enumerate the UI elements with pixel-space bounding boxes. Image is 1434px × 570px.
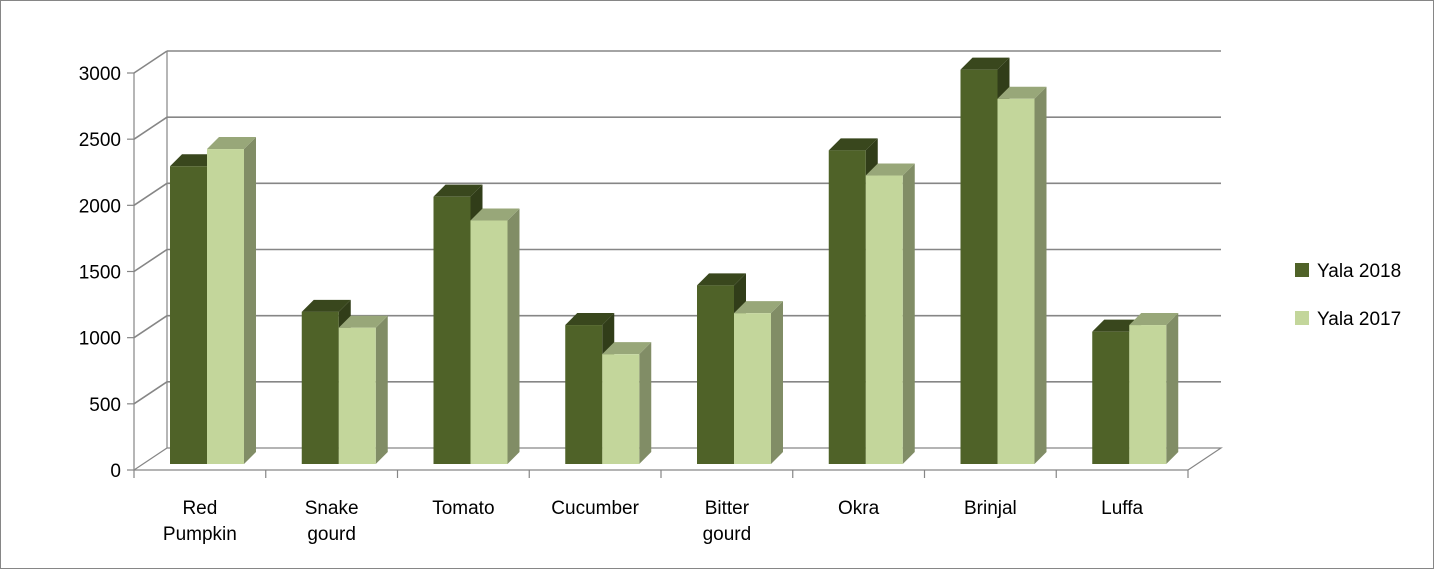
x-tick-label: Brinjal: [964, 498, 1017, 519]
bar-top: [301, 299, 351, 312]
y-tick-label: 1500: [79, 263, 121, 284]
bar-yala-2018: [565, 313, 615, 464]
bar-top: [1092, 319, 1142, 332]
y-tick-label: 3000: [79, 64, 121, 85]
bar-yala-2017: [997, 86, 1047, 464]
bar-yala-2017: [1129, 313, 1179, 464]
gridline-side: [133, 116, 168, 140]
bar-front: [865, 175, 903, 464]
bar-front: [470, 220, 508, 464]
legend-swatch: [1295, 311, 1309, 325]
bar-side: [1166, 313, 1179, 464]
x-tick-label: Luffa: [1101, 498, 1143, 519]
bars: [170, 57, 1179, 465]
bar-front: [960, 69, 998, 464]
bar-top: [207, 137, 256, 150]
bar-top: [170, 154, 219, 167]
y-axis-ticks: 0 500 1000 1500 2000 2500 3000: [79, 64, 134, 482]
bar-top: [338, 315, 388, 328]
bar-top: [602, 342, 652, 355]
x-tick-label: Bitter: [705, 498, 750, 519]
legend-swatch: [1295, 263, 1309, 277]
bar-front: [997, 98, 1035, 464]
bar-front: [565, 325, 603, 464]
bar-yala-2017: [470, 208, 520, 464]
chart-walls: [133, 51, 1223, 471]
x-tick-label: Snake: [305, 498, 359, 519]
bar-top: [470, 208, 520, 221]
x-tick-label: Red: [182, 498, 217, 519]
bar-side: [771, 301, 783, 464]
x-tick-label: Tomato: [432, 498, 494, 519]
bar-front: [734, 313, 771, 464]
bar-top: [433, 184, 483, 197]
y-tick-label: 500: [89, 395, 121, 416]
bar-side: [507, 208, 520, 464]
bar-yala-2017: [734, 301, 783, 464]
bar-front: [828, 150, 866, 464]
y-tick-label: 2000: [79, 196, 121, 217]
y-tick-label: 2500: [79, 130, 121, 151]
legend-label: Yala 2017: [1317, 309, 1401, 330]
bar-yala-2017: [338, 315, 388, 464]
bar-side: [1034, 86, 1047, 464]
x-tick-label: Okra: [838, 498, 880, 519]
bar-top: [697, 273, 746, 286]
bar-side: [902, 163, 915, 464]
y-tick-label: 0: [110, 461, 121, 482]
bar-front: [602, 354, 640, 464]
gridline-side: [133, 248, 168, 273]
bar-side: [639, 342, 652, 464]
gridline-side: [133, 50, 168, 74]
bar-front: [338, 327, 376, 464]
bar-side: [244, 137, 256, 464]
bar-top: [865, 163, 915, 176]
bar-front: [207, 149, 244, 464]
x-tick-label: Cucumber: [551, 498, 639, 519]
x-tick-label: Pumpkin: [163, 524, 237, 545]
gridlines: [133, 50, 1221, 405]
x-axis-ticks: Red Pumpkin Snake gourd Tomato Cucumber Bitter…: [133, 470, 1189, 545]
bar-front: [301, 311, 339, 464]
bar-top: [960, 57, 1010, 70]
x-tick-label: gourd: [703, 524, 752, 545]
bar-top: [997, 86, 1047, 99]
bar-side: [375, 315, 388, 464]
legend-label: Yala 2018: [1317, 261, 1401, 282]
bar-front: [697, 285, 734, 464]
bar-front: [1129, 325, 1167, 464]
bar-top: [565, 313, 615, 326]
gridline-side: [133, 315, 168, 339]
bar-yala-2017: [865, 163, 915, 464]
legend: Yala 2018 Yala 2017: [1295, 261, 1401, 330]
bar-yala-2017: [207, 137, 256, 464]
bar-top: [1129, 313, 1179, 326]
x-tick-label: gourd: [307, 524, 356, 545]
floor-outline: [133, 447, 1223, 471]
bar-front: [170, 166, 207, 464]
gridline-side: [133, 182, 168, 206]
bar-yala-2017: [602, 342, 652, 464]
gridline-side: [133, 381, 168, 405]
bar-top: [734, 301, 783, 314]
y-tick-label: 1000: [79, 329, 121, 350]
bar-top: [828, 138, 878, 151]
bar-front: [433, 196, 471, 465]
bar-front: [1092, 331, 1130, 464]
